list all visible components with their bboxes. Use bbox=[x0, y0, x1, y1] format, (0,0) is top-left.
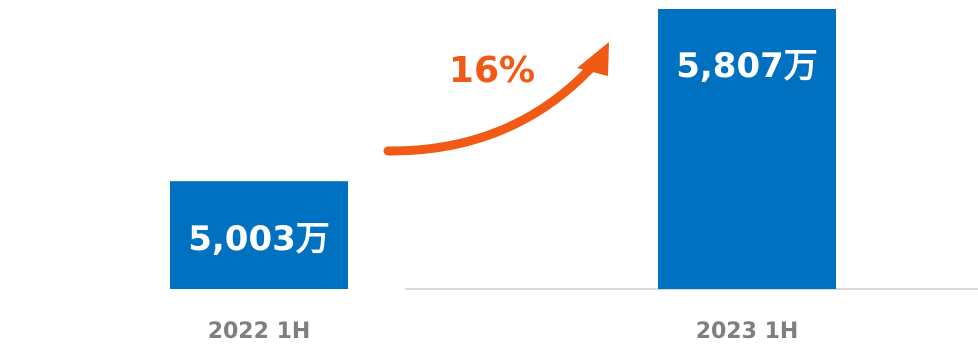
data-label-1: 5,003万 bbox=[188, 219, 330, 259]
bar-1 bbox=[170, 181, 348, 289]
x-tick-label-1: 2022 1H bbox=[208, 319, 311, 344]
growth-label: 16% bbox=[449, 50, 535, 91]
growth-arrow-curve bbox=[383, 64, 595, 156]
growth-arrow-head bbox=[577, 42, 609, 76]
x-tick-label-2: 2023 1H bbox=[696, 319, 799, 344]
data-label-2: 5,807万 bbox=[676, 46, 818, 86]
bar-2 bbox=[658, 9, 836, 289]
